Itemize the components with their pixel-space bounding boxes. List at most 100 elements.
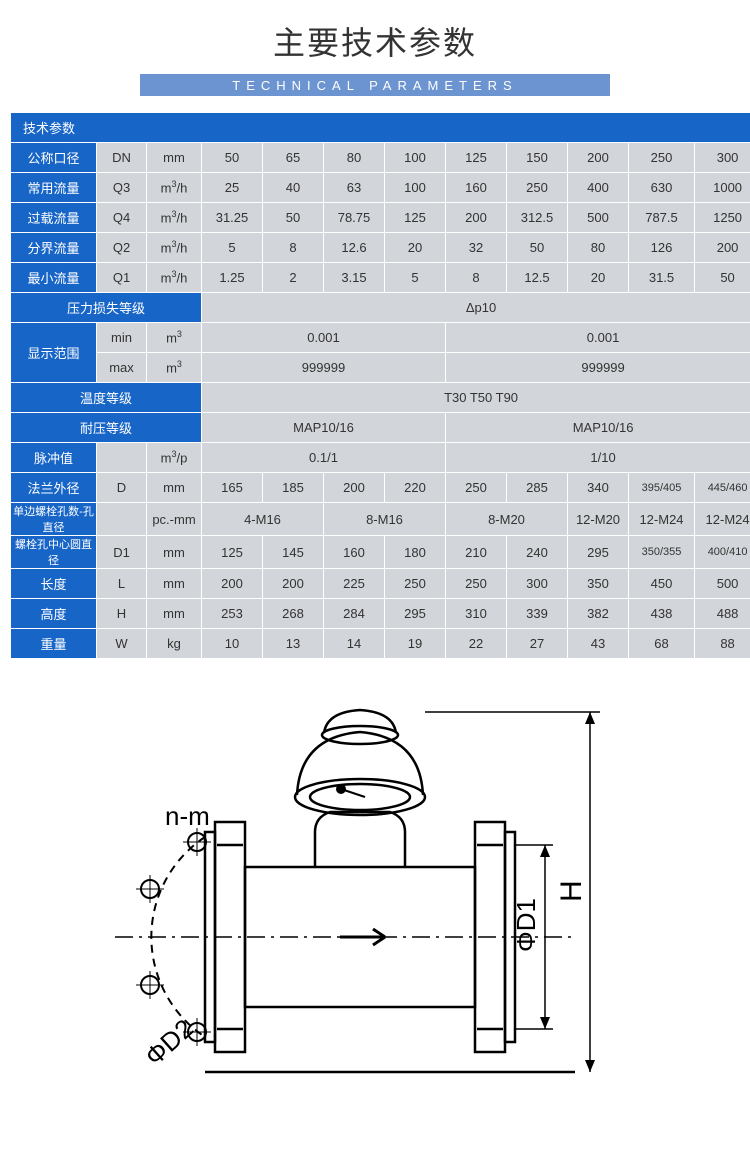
cell: 210 — [446, 536, 507, 569]
row-label: 过载流量 — [11, 203, 97, 233]
cell: 0.001 — [202, 323, 446, 353]
cell: 1.25 — [202, 263, 263, 293]
title-bar: TECHNICAL PARAMETERS — [140, 74, 610, 96]
cell: 295 — [568, 536, 629, 569]
row-symbol: DN — [97, 143, 147, 173]
cell: 145 — [263, 536, 324, 569]
cell: 40 — [263, 173, 324, 203]
row-symbol: Q2 — [97, 233, 147, 263]
cell: 250 — [629, 143, 695, 173]
cell: 488 — [695, 599, 750, 629]
row-label: 温度等级 — [11, 383, 202, 413]
cell: 8-M20 — [446, 503, 568, 536]
row-symbol: max — [97, 353, 147, 383]
cell: 787.5 — [629, 203, 695, 233]
cell: 445/460 — [695, 473, 750, 503]
row-unit: pc.-mm — [147, 503, 202, 536]
row-symbol: D — [97, 473, 147, 503]
cell: 10 — [202, 629, 263, 659]
cell: 312.5 — [507, 203, 568, 233]
row-symbol: Q3 — [97, 173, 147, 203]
cell: 125 — [202, 536, 263, 569]
cell: 350 — [568, 569, 629, 599]
parameters-table: 技术参数 公称口径 DN mm 50 65 80 100 125 150 200… — [10, 112, 750, 659]
cell: 50 — [202, 143, 263, 173]
row-unit: m3/h — [147, 263, 202, 293]
cell: 200 — [695, 233, 750, 263]
title-english: TECHNICAL PARAMETERS — [232, 78, 517, 93]
cell: 100 — [385, 173, 446, 203]
cell: 80 — [324, 143, 385, 173]
cell: 160 — [324, 536, 385, 569]
cell: 65 — [263, 143, 324, 173]
row-pressure-loss: 压力损失等级 Δp10 — [11, 293, 750, 323]
row-pulse: 脉冲值 m3/p 0.1/1 1/10 — [11, 443, 750, 473]
cell: 50 — [695, 263, 750, 293]
row-label: 重量 — [11, 629, 97, 659]
cell: 12-M24 — [695, 503, 750, 536]
cell: Δp10 — [202, 293, 750, 323]
table-header: 技术参数 — [11, 113, 750, 143]
cell: 250 — [385, 569, 446, 599]
title-chinese: 主要技术参数 — [10, 18, 740, 64]
row-weight: 重量 W kg 10 13 14 19 22 27 43 68 88 — [11, 629, 750, 659]
cell: MAP10/16 — [202, 413, 446, 443]
row-symbol — [97, 443, 147, 473]
cell: 8 — [446, 263, 507, 293]
cell: 126 — [629, 233, 695, 263]
cell: 88 — [695, 629, 750, 659]
row-temp-grade: 温度等级 T30 T50 T90 — [11, 383, 750, 413]
cell: 50 — [507, 233, 568, 263]
row-label: 长度 — [11, 569, 97, 599]
cell: 22 — [446, 629, 507, 659]
row-label: 耐压等级 — [11, 413, 202, 443]
cell: 250 — [446, 569, 507, 599]
cell: 14 — [324, 629, 385, 659]
meter-diagram: n-m ΦD2 ΦD1 H — [105, 677, 645, 1097]
diagram-label-h: H — [555, 880, 588, 902]
cell: 382 — [568, 599, 629, 629]
cell: 339 — [507, 599, 568, 629]
table-header-row: 技术参数 — [11, 113, 750, 143]
cell: 350/355 — [629, 536, 695, 569]
cell: 63 — [324, 173, 385, 203]
cell: 630 — [629, 173, 695, 203]
cell: 285 — [507, 473, 568, 503]
cell: 253 — [202, 599, 263, 629]
cell: 295 — [385, 599, 446, 629]
cell: 13 — [263, 629, 324, 659]
cell: 240 — [507, 536, 568, 569]
row-display-min: 显示范围 min m3 0.001 0.001 — [11, 323, 750, 353]
cell: 180 — [385, 536, 446, 569]
cell: 395/405 — [629, 473, 695, 503]
row-nominal-diameter: 公称口径 DN mm 50 65 80 100 125 150 200 250 … — [11, 143, 750, 173]
cell: 125 — [385, 203, 446, 233]
cell: 32 — [446, 233, 507, 263]
cell: 78.75 — [324, 203, 385, 233]
cell: 200 — [202, 569, 263, 599]
row-length: 长度 L mm 200 200 225 250 250 300 350 450 … — [11, 569, 750, 599]
row-unit: mm — [147, 599, 202, 629]
row-symbol: min — [97, 323, 147, 353]
cell: 160 — [446, 173, 507, 203]
cell: 200 — [568, 143, 629, 173]
row-label: 螺栓孔中心圆直径 — [11, 536, 97, 569]
cell: 12.5 — [507, 263, 568, 293]
cell: 150 — [507, 143, 568, 173]
cell: 80 — [568, 233, 629, 263]
row-label: 法兰外径 — [11, 473, 97, 503]
row-symbol: L — [97, 569, 147, 599]
row-unit: m3 — [147, 323, 202, 353]
cell: 0.001 — [446, 323, 750, 353]
row-label: 最小流量 — [11, 263, 97, 293]
cell: 31.25 — [202, 203, 263, 233]
diagram-container: n-m ΦD2 ΦD1 H — [10, 677, 740, 1097]
cell: 20 — [568, 263, 629, 293]
cell: 43 — [568, 629, 629, 659]
cell: 310 — [446, 599, 507, 629]
row-label: 显示范围 — [11, 323, 97, 383]
cell: 27 — [507, 629, 568, 659]
cell: 250 — [446, 473, 507, 503]
diagram-label-nm: n-m — [165, 801, 210, 831]
row-symbol — [97, 503, 147, 536]
